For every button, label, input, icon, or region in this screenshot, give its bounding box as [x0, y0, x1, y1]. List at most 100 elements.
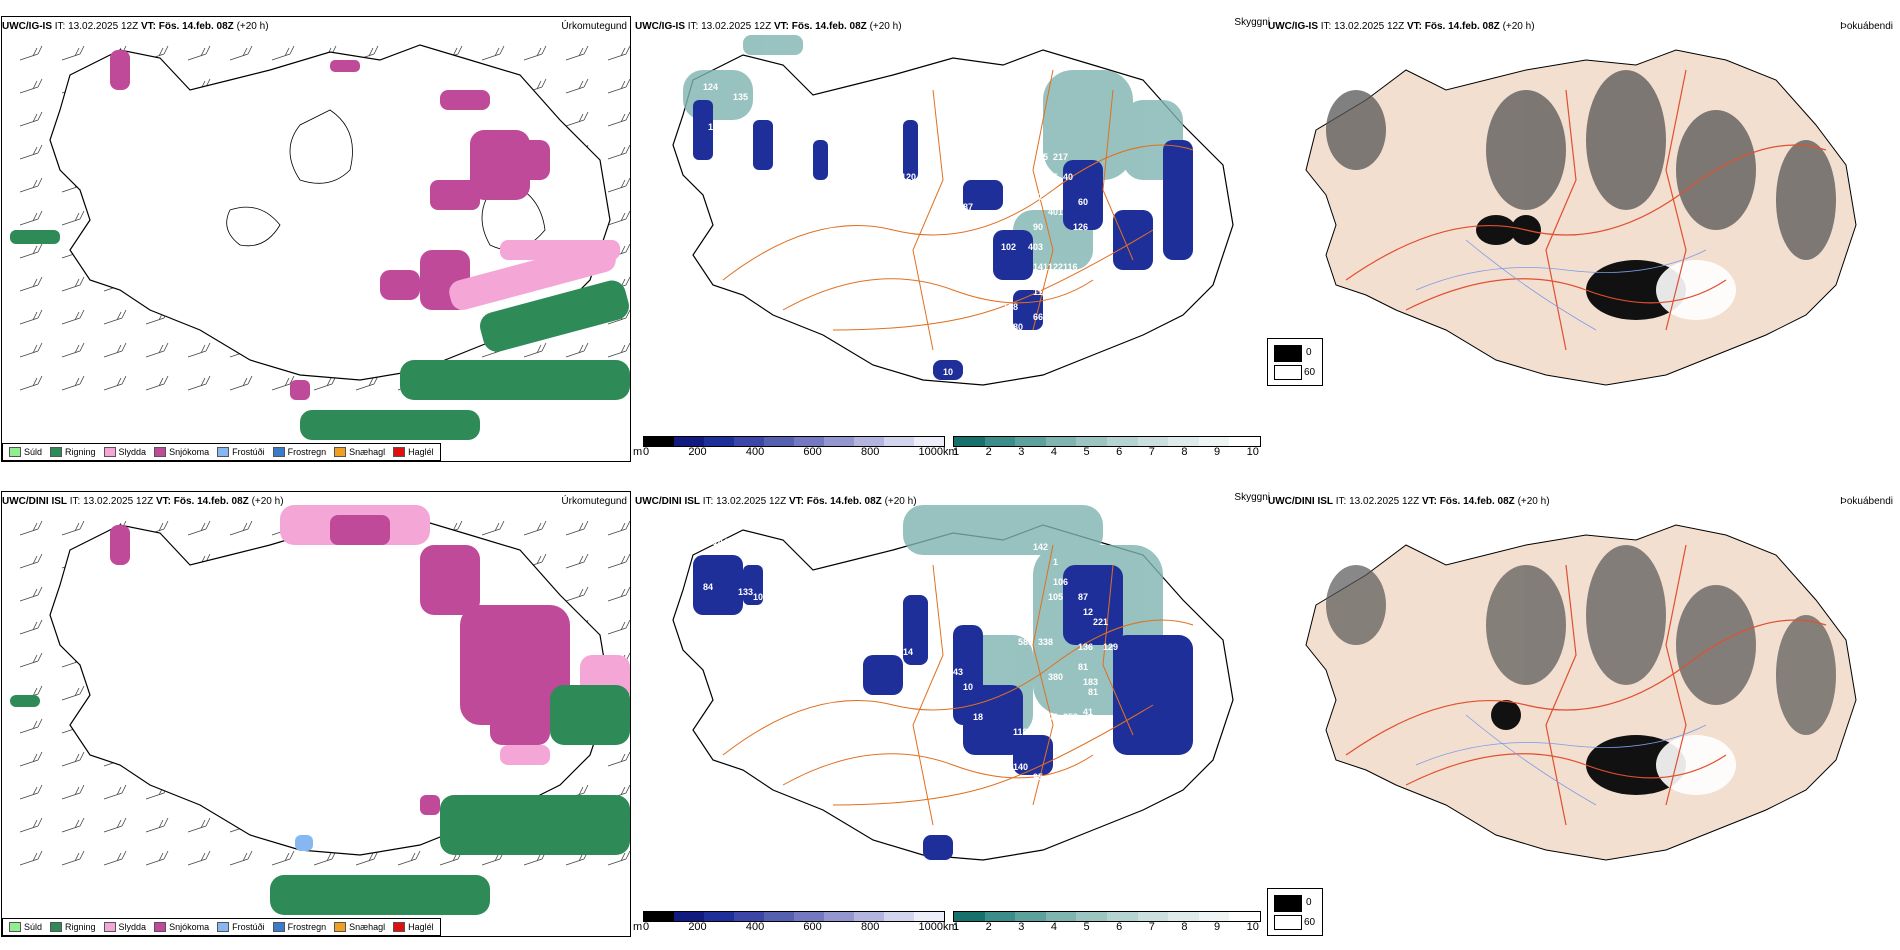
visibility-swatch-0	[1274, 895, 1302, 912]
scale-tick: 600	[803, 921, 822, 933]
wind-barb	[61, 685, 85, 701]
scale-step	[704, 912, 734, 921]
precip-map	[10, 505, 631, 915]
legend-item: Frostregn	[272, 922, 327, 932]
wind-barb	[145, 817, 169, 833]
scale-step	[1229, 912, 1260, 921]
legend-swatch	[103, 447, 116, 457]
precip-type-panel-2: UWC/DINI ISL IT: 13.02.2025 12Z VT: Fös.…	[0, 475, 633, 950]
cloud-label: 135	[733, 92, 748, 102]
cloud-label: 147	[998, 172, 1013, 182]
wind-barb	[103, 375, 127, 391]
wind-barb	[565, 586, 589, 602]
cloud-label: 111	[873, 162, 887, 172]
wind-barb	[19, 718, 43, 734]
visibility-swatch-0	[1274, 345, 1302, 362]
panel-title: UWC/DINI ISL IT: 13.02.2025 12Z VT: Fös.…	[635, 496, 917, 507]
cloud-label: 118	[708, 122, 723, 132]
wind-barb	[19, 652, 43, 668]
cloud-label: 102	[1001, 242, 1016, 252]
wind-barb	[61, 45, 85, 61]
legend-swatch	[50, 447, 63, 457]
visibility-legend: 0 60	[1267, 338, 1323, 386]
cloud-label: 10	[943, 367, 953, 377]
scale-tick: 8	[1181, 446, 1188, 458]
visibility-legend: 0 60	[1267, 888, 1323, 936]
wind-barb	[61, 751, 85, 767]
visibility-swatch-60	[1274, 365, 1302, 380]
panel-type-label: Úrkomutegund	[561, 496, 627, 507]
wind-barb	[61, 850, 85, 866]
scale-tick: 1000	[918, 446, 943, 458]
cloud-label: 1	[1053, 557, 1058, 567]
legend-label: Snæhagl	[349, 922, 386, 932]
cloud-label: 10	[753, 592, 763, 602]
legend-label: Súld	[24, 922, 43, 932]
wind-barb	[229, 45, 253, 61]
scale-tick: 6	[1116, 446, 1123, 458]
panel-type-label: Úrkomutegund	[561, 21, 627, 32]
scale-step	[644, 437, 674, 446]
cloud-label: 221	[1093, 617, 1108, 627]
legend-item: Súld	[9, 447, 42, 457]
wind-barb	[607, 177, 631, 193]
scale-tick: 2	[985, 446, 992, 458]
scale-step	[1076, 437, 1107, 446]
scale-tick: 600	[803, 446, 822, 458]
cloud-label: 65	[1038, 152, 1048, 162]
scale-tick: 4	[1050, 921, 1057, 933]
legend-label: Frostregn	[287, 922, 327, 932]
cloud-label: 136	[1078, 642, 1093, 652]
scale-tick: 6	[1116, 921, 1123, 933]
scale-tick: 7	[1148, 921, 1155, 933]
wind-barb	[19, 520, 43, 536]
fog-map	[1305, 49, 1857, 386]
legend-item: Snjókoma	[154, 447, 209, 457]
cloud-label: 81	[1078, 662, 1088, 672]
panel-title: UWC/IG-IS IT: 13.02.2025 12Z VT: Fös. 14…	[2, 21, 269, 32]
scale-step	[674, 437, 704, 446]
wind-barb	[19, 586, 43, 602]
wind-barb	[103, 309, 127, 325]
wind-barb	[481, 45, 505, 61]
cloud-label: 14	[903, 647, 913, 657]
fog-panel-2: UWC/DINI ISL IT: 13.02.2025 12Z VT: Fös.…	[1266, 475, 1899, 950]
wind-barb	[61, 342, 85, 358]
scale-step	[984, 912, 1016, 921]
wind-barb	[271, 45, 295, 61]
wind-barb	[229, 520, 253, 536]
scale-tick: 7	[1148, 446, 1155, 458]
wind-barb	[19, 309, 43, 325]
scale-step	[794, 437, 824, 446]
wind-barb	[19, 276, 43, 292]
cloud-label: 144	[713, 537, 728, 547]
scale-tick: 200	[688, 921, 707, 933]
legend-swatch	[103, 922, 116, 932]
wind-barb	[145, 342, 169, 358]
cloud-label: 60	[1078, 197, 1088, 207]
wind-barb	[607, 553, 631, 569]
wind-barb	[565, 342, 589, 358]
panel-type-label: Skyggni	[1234, 492, 1270, 503]
scale-step	[954, 437, 985, 446]
scale-step	[824, 912, 854, 921]
scale-tick: 9	[1214, 446, 1221, 458]
cloud-label: 11	[1033, 287, 1043, 297]
wind-barb	[61, 817, 85, 833]
cloud-label: 84	[703, 582, 713, 592]
scale-step	[914, 437, 944, 446]
wind-barb	[103, 817, 127, 833]
panel-title: UWC/DINI ISL IT: 13.02.2025 12Z VT: Fös.…	[1268, 496, 1550, 507]
cloud-label: 403	[1028, 242, 1043, 252]
scale-tick: 0	[643, 921, 650, 933]
scale-step	[1229, 437, 1260, 446]
wind-barb	[397, 850, 421, 866]
legend-item: Rigning	[50, 447, 96, 457]
wind-barb	[103, 342, 127, 358]
cloud-label: 95	[878, 137, 888, 147]
scale-step	[1045, 912, 1077, 921]
legend-swatch	[50, 922, 63, 932]
wind-barb	[565, 553, 589, 569]
legend-label: Haglél	[408, 447, 434, 457]
